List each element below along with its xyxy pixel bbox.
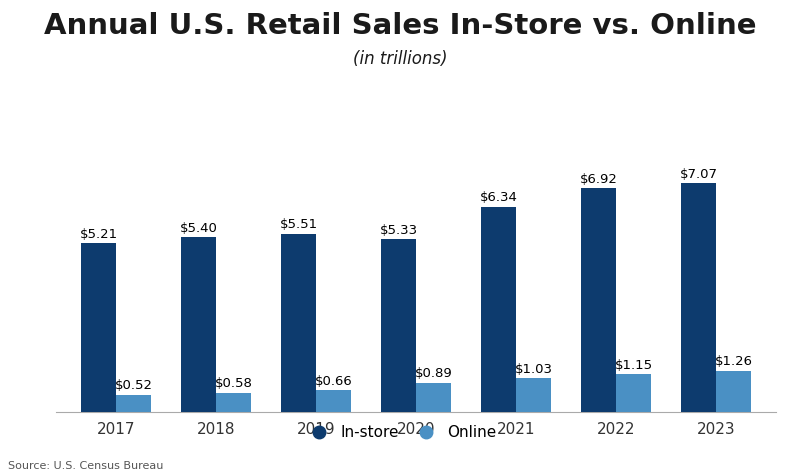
Bar [681, 184, 716, 412]
Bar [116, 395, 151, 412]
Text: $0.58: $0.58 [214, 377, 253, 390]
Legend: In-store, Online: In-store, Online [298, 419, 502, 447]
Bar [416, 383, 451, 412]
Text: $5.51: $5.51 [279, 218, 318, 231]
Bar [381, 239, 416, 412]
Bar [516, 378, 551, 412]
Bar [716, 371, 751, 412]
Text: Source: U.S. Census Bureau: Source: U.S. Census Bureau [8, 461, 163, 471]
Text: $5.33: $5.33 [379, 224, 418, 237]
Bar [281, 234, 316, 412]
Bar [81, 243, 116, 412]
Text: $7.07: $7.07 [679, 168, 718, 181]
Text: (in trillions): (in trillions) [353, 50, 447, 68]
Text: $0.66: $0.66 [314, 375, 352, 388]
Bar [616, 375, 651, 412]
Bar [316, 390, 351, 412]
Bar [181, 237, 216, 412]
Text: $0.89: $0.89 [414, 367, 452, 380]
Text: $6.34: $6.34 [479, 191, 518, 204]
Bar [581, 188, 616, 412]
Text: $1.15: $1.15 [614, 359, 653, 372]
Bar [481, 207, 516, 412]
Text: $5.40: $5.40 [179, 222, 218, 235]
Text: $1.26: $1.26 [714, 355, 753, 368]
Text: $6.92: $6.92 [579, 173, 618, 185]
Bar [216, 393, 251, 412]
Text: $1.03: $1.03 [514, 363, 553, 376]
Text: Annual U.S. Retail Sales In-Store vs. Online: Annual U.S. Retail Sales In-Store vs. On… [44, 12, 756, 40]
Text: $0.52: $0.52 [114, 379, 153, 392]
Text: $5.21: $5.21 [79, 228, 118, 241]
